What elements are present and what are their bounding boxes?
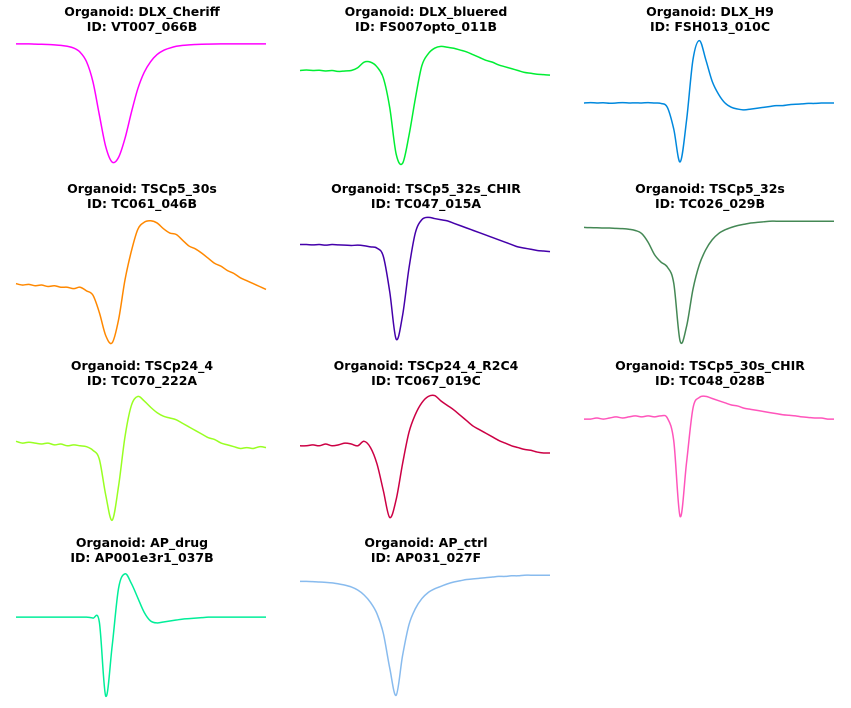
waveform-line (584, 221, 834, 343)
organoid-label: Organoid: TSCp24_4 (0, 358, 284, 373)
panel-title: Organoid: TSCp5_32s_CHIR ID: TC047_015A (284, 181, 568, 211)
organoid-label: Organoid: TSCp5_30s (0, 181, 284, 196)
waveform-line (584, 41, 834, 162)
panel-title: Organoid: TSCp5_30s ID: TC061_046B (0, 181, 284, 211)
waveform-panel: Organoid: DLX_bluered ID: FS007opto_011B (284, 0, 568, 177)
recording-id-label: ID: TC048_028B (568, 373, 851, 388)
waveform-panel: Organoid: TSCp5_30s_CHIR ID: TC048_028B (568, 354, 851, 531)
organoid-label: Organoid: AP_ctrl (284, 535, 568, 550)
panel-title: Organoid: DLX_H9 ID: FSH013_010C (568, 4, 851, 34)
waveform-line (584, 396, 834, 517)
waveform-panel: Organoid: TSCp5_32s_CHIR ID: TC047_015A (284, 177, 568, 354)
waveform-line (16, 44, 266, 163)
recording-id-label: ID: AP001e3r1_037B (0, 550, 284, 565)
organoid-label: Organoid: AP_drug (0, 535, 284, 550)
waveform-line (300, 395, 550, 517)
organoid-label: Organoid: TSCp5_32s_CHIR (284, 181, 568, 196)
waveform-line (16, 574, 266, 697)
waveform-panel: Organoid: TSCp5_32s ID: TC026_029B (568, 177, 851, 354)
panel-title: Organoid: TSCp24_4 ID: TC070_222A (0, 358, 284, 388)
recording-id-label: ID: FSH013_010C (568, 19, 851, 34)
panel-title: Organoid: AP_ctrl ID: AP031_027F (284, 535, 568, 565)
recording-id-label: ID: TC047_015A (284, 196, 568, 211)
waveform-panel: Organoid: TSCp24_4_R2C4 ID: TC067_019C (284, 354, 568, 531)
recording-id-label: ID: AP031_027F (284, 550, 568, 565)
panel-title: Organoid: DLX_bluered ID: FS007opto_011B (284, 4, 568, 34)
organoid-label: Organoid: TSCp24_4_R2C4 (284, 358, 568, 373)
recording-id-label: ID: TC070_222A (0, 373, 284, 388)
waveform-line (16, 396, 266, 520)
recording-id-label: ID: TC067_019C (284, 373, 568, 388)
waveform-line (16, 221, 266, 344)
waveform-panel: Organoid: DLX_Cheriff ID: VT007_066B (0, 0, 284, 177)
organoid-label: Organoid: DLX_H9 (568, 4, 851, 19)
waveform-line (300, 46, 550, 164)
panel-title: Organoid: TSCp24_4_R2C4 ID: TC067_019C (284, 358, 568, 388)
panel-title: Organoid: DLX_Cheriff ID: VT007_066B (0, 4, 284, 34)
waveform-line (300, 217, 550, 339)
panel-title: Organoid: AP_drug ID: AP001e3r1_037B (0, 535, 284, 565)
recording-id-label: ID: VT007_066B (0, 19, 284, 34)
waveform-panel: Organoid: DLX_H9 ID: FSH013_010C (568, 0, 851, 177)
organoid-label: Organoid: DLX_Cheriff (0, 4, 284, 19)
organoid-label: Organoid: DLX_bluered (284, 4, 568, 19)
waveform-panel: Organoid: TSCp5_30s ID: TC061_046B (0, 177, 284, 354)
organoid-label: Organoid: TSCp5_30s_CHIR (568, 358, 851, 373)
panel-title: Organoid: TSCp5_30s_CHIR ID: TC048_028B (568, 358, 851, 388)
recording-id-label: ID: FS007opto_011B (284, 19, 568, 34)
waveform-panel: Organoid: AP_ctrl ID: AP031_027F (284, 531, 568, 708)
waveform-line (300, 575, 550, 695)
recording-id-label: ID: TC026_029B (568, 196, 851, 211)
waveform-panel: Organoid: TSCp24_4 ID: TC070_222A (0, 354, 284, 531)
panel-title: Organoid: TSCp5_32s ID: TC026_029B (568, 181, 851, 211)
recording-id-label: ID: TC061_046B (0, 196, 284, 211)
waveform-panel: Organoid: AP_drug ID: AP001e3r1_037B (0, 531, 284, 708)
organoid-label: Organoid: TSCp5_32s (568, 181, 851, 196)
